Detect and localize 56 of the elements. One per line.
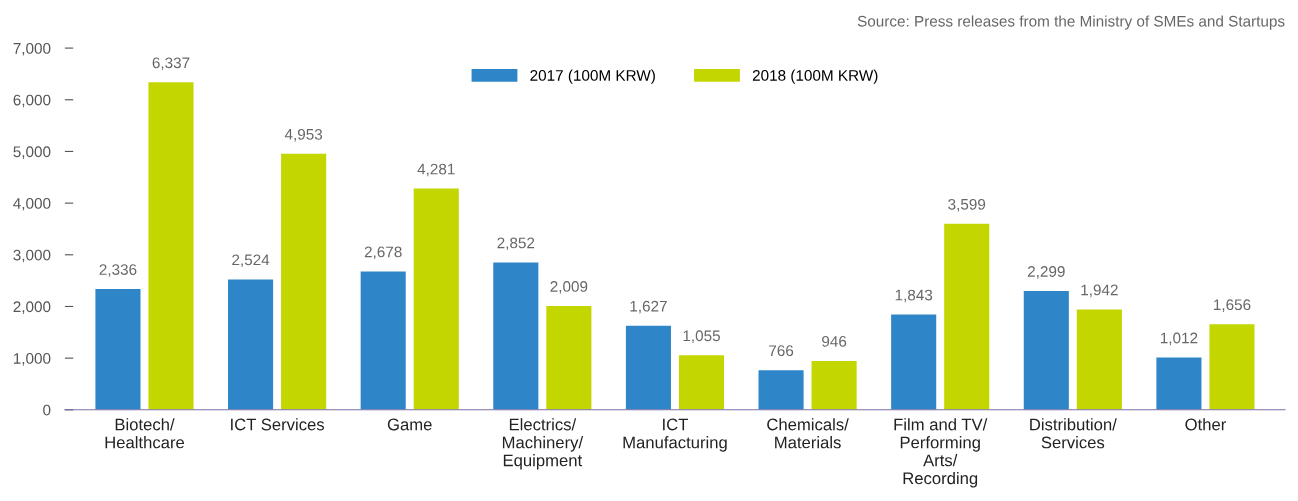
bar — [228, 279, 274, 410]
data-label: 4,953 — [284, 128, 323, 142]
data-label: 2,299 — [1027, 266, 1065, 279]
y-tick-label: 5,000 — [13, 146, 51, 159]
data-label: 1,843 — [895, 289, 933, 303]
y-tick-label: 4,000 — [13, 197, 51, 211]
y-tick-label: 7,000 — [13, 42, 51, 56]
x-tick-label: Biotech/ Healthcare — [105, 418, 185, 449]
legend-label: 2017 (100M KRW) — [530, 69, 655, 84]
bar — [944, 223, 990, 410]
bar — [891, 314, 937, 410]
y-tick-label: 2,000 — [13, 301, 51, 314]
bar — [546, 306, 592, 410]
bar — [95, 289, 141, 410]
bar — [758, 370, 804, 410]
y-tick-label: 3,000 — [13, 249, 51, 263]
bar — [493, 262, 539, 410]
x-tick-label: Distribution/ Services — [1030, 418, 1117, 449]
data-label: 2,524 — [232, 254, 270, 268]
x-tick-label: Film and TV/ Performing Arts/ Recording — [894, 418, 988, 488]
data-label: 1,627 — [630, 300, 667, 314]
bar — [625, 325, 671, 410]
data-label: 4,281 — [417, 163, 455, 177]
bar — [1156, 357, 1202, 410]
legend-label: 2018 (100M KRW) — [752, 69, 878, 84]
bar — [281, 153, 327, 410]
data-label: 6,337 — [152, 57, 190, 71]
data-label: 1,055 — [683, 330, 720, 343]
data-label: 1,942 — [1081, 284, 1118, 298]
data-label: 1,012 — [1160, 332, 1198, 346]
data-label: 946 — [822, 335, 847, 347]
bar — [1076, 309, 1122, 410]
data-label: 1,656 — [1214, 299, 1251, 312]
bar — [1023, 291, 1069, 410]
x-tick-label: ICT Services — [231, 418, 325, 431]
data-label: 2,678 — [364, 246, 402, 260]
y-tick-label: 1,000 — [13, 353, 51, 366]
source-note: Source: Press releases from the Ministry of SMEs and Startups — [857, 15, 1285, 30]
data-label: 2,852 — [497, 237, 535, 251]
bar — [1209, 324, 1255, 410]
bar — [811, 360, 857, 410]
bar — [413, 188, 459, 410]
x-tick-label: Other — [1185, 418, 1227, 431]
x-tick-label: Chemicals/ Materials — [767, 418, 849, 449]
x-tick-label: Electrics/ Machinery/ Equipment — [502, 418, 584, 470]
data-label: 2,009 — [550, 281, 588, 294]
y-tick-label: 0 — [43, 404, 51, 416]
bar — [678, 355, 725, 410]
bar — [360, 271, 406, 410]
x-tick-label: ICT Manufacturing — [623, 418, 727, 452]
data-label: 3,599 — [948, 198, 986, 212]
data-label: 766 — [769, 345, 794, 357]
bar — [148, 82, 194, 410]
data-label: 2,336 — [99, 264, 137, 277]
y-tick-label: 6,000 — [13, 94, 51, 108]
x-tick-label: Game — [387, 418, 432, 431]
